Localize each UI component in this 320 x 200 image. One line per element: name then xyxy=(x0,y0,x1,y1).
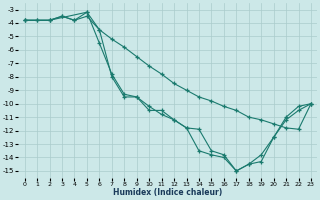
X-axis label: Humidex (Indice chaleur): Humidex (Indice chaleur) xyxy=(113,188,222,197)
